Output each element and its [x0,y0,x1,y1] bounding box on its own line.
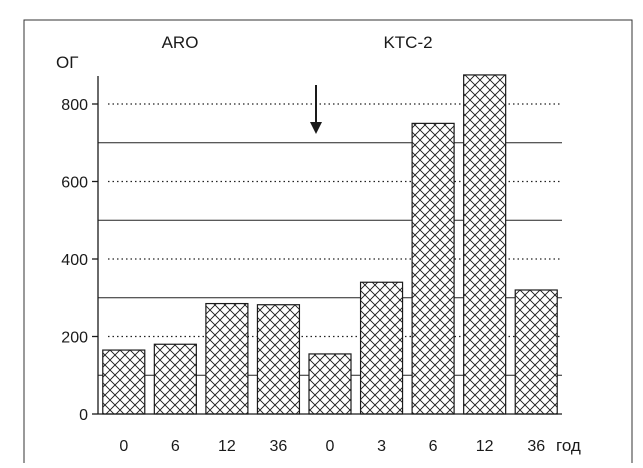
y-axis-unit-label: ОГ [56,53,78,72]
x-tick-label: 3 [377,438,386,455]
group-label-aro: ARO [162,33,199,52]
x-tick-label: 36 [527,438,545,455]
x-tick-label: 12 [218,438,236,455]
downward-arrow-annotation [310,85,322,134]
bar [153,343,197,415]
x-tick-label: 6 [429,438,438,455]
bars [102,74,558,415]
bar [256,304,301,415]
bar [308,353,352,415]
bar [359,281,404,415]
x-tick-label: 6 [171,438,180,455]
bar [205,302,249,415]
chart-frame [23,19,633,468]
x-tick-label: 12 [476,438,494,455]
y-tick-label: 200 [61,330,88,347]
y-tick-label: 800 [61,97,88,114]
x-axis-unit-label: год [556,436,581,455]
bar [102,349,146,415]
group-label-ktc2: KTC-2 [383,33,432,52]
x-tick-label: 36 [270,438,288,455]
y-tick-label: 600 [61,175,88,192]
y-tick-label: 400 [61,252,88,269]
y-tick-label: 0 [79,407,88,424]
x-tick-label: 0 [119,438,128,455]
bar [411,122,455,415]
bar [463,74,507,415]
bar [514,289,558,415]
x-tick-label: 0 [326,438,335,455]
